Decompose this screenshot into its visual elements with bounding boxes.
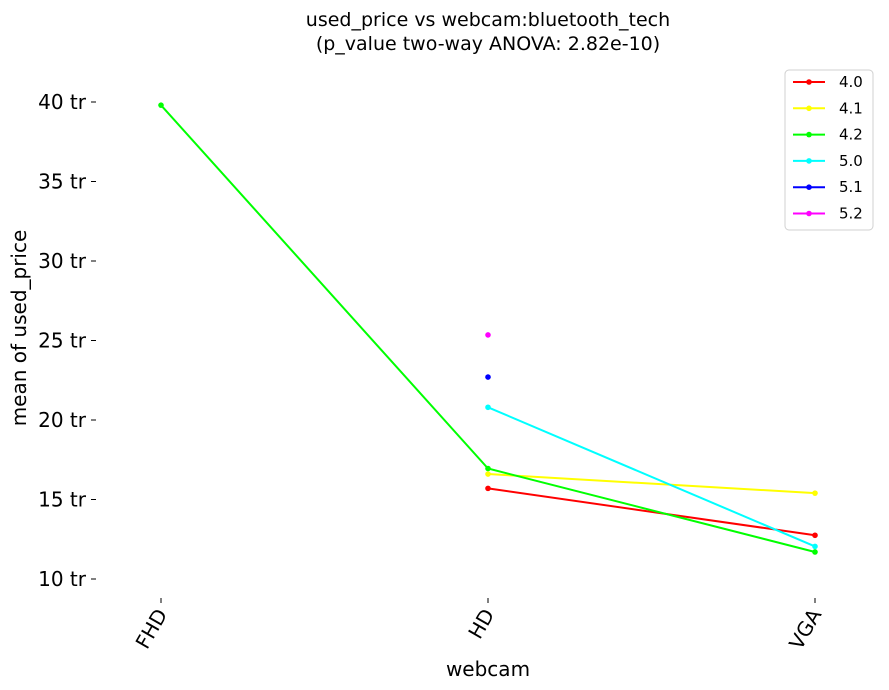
series-line-4.2 [160,104,816,553]
data-point-5.2 [485,332,491,338]
data-point-4.0 [485,485,491,492]
legend: 4.0 4.1 4.2 5.0 5.1 5.2 [784,69,874,231]
data-point-4.2 [158,102,164,108]
x-tick-label: VGA [784,604,826,653]
y-tick-label: 25 tr [38,329,87,353]
data-point-4.2 [485,465,491,472]
data-point-5.1 [485,374,491,380]
data-point-4.1 [812,490,818,496]
series-line-4.1 [487,473,816,495]
legend-marker-5.0 [806,158,812,164]
chart-title: used_price vs webcam:bluetooth_tech [306,9,670,31]
legend-label-4.0: 4.0 [839,73,863,91]
legend-marker-4.0 [806,79,812,85]
legend-label-4.1: 4.1 [839,99,863,117]
y-axis-label: mean of used_price [7,230,31,427]
legend-marker-4.1 [806,105,812,112]
y-tick-label: 20 tr [38,408,87,432]
x-tick-label: FHD [131,605,173,653]
y-axis: 10 tr 15 tr 20 tr 25 tr 30 tr 35 tr 40 tr [38,90,96,591]
data-point-5.0 [812,543,818,550]
legend-label-5.2: 5.2 [839,205,863,223]
x-tick-label: HD [463,605,499,643]
legend-marker-5.2 [806,210,812,217]
x-axis: FHD HD VGA [131,598,826,654]
y-tick-label: 15 tr [38,488,87,512]
legend-marker-4.2 [806,131,812,138]
chart-subtitle: (p_value two-way ANOVA: 2.82e-10) [316,33,660,55]
y-tick-label: 40 tr [38,90,87,114]
y-tick-label: 30 tr [38,249,87,273]
series-line-5.0 [487,406,816,548]
y-tick-label: 35 tr [38,170,87,194]
data-point-5.0 [485,404,491,411]
x-axis-label: webcam [446,657,530,681]
legend-label-5.1: 5.1 [839,178,863,196]
legend-marker-5.1 [806,184,812,190]
data-point-4.0 [812,532,818,539]
data-point-4.1 [485,471,491,477]
legend-label-4.2: 4.2 [839,126,863,144]
series-line-4.0 [487,487,816,537]
data-point-4.2 [812,549,818,555]
series-group [158,102,818,555]
y-tick-label: 10 tr [38,567,87,591]
legend-label-5.0: 5.0 [839,152,863,170]
